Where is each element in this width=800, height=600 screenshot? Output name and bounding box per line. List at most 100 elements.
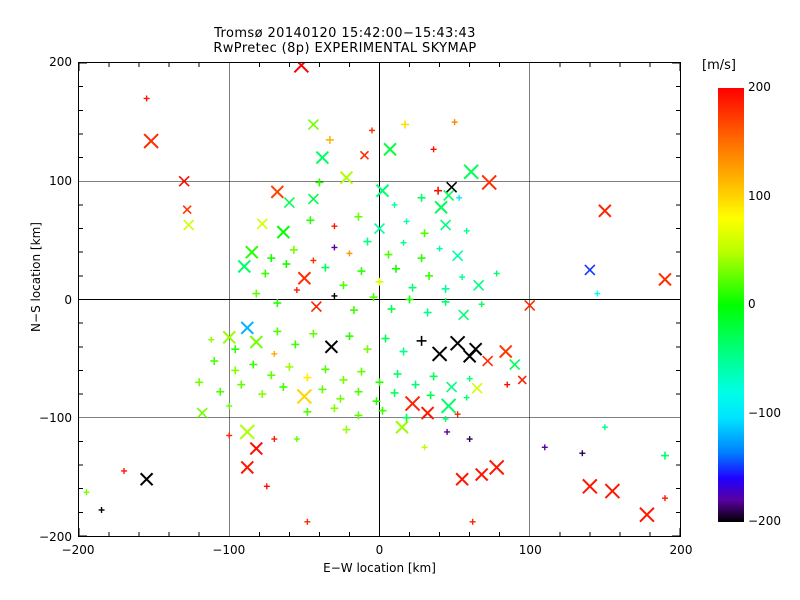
data-markers (83, 63, 672, 525)
colorbar-tick-label: 200 (748, 80, 771, 94)
data-point (283, 196, 295, 209)
data-point (239, 424, 255, 440)
data-point (195, 378, 204, 387)
colorbar-tick-label: 100 (748, 188, 771, 203)
x-tick-label: −200 (61, 543, 95, 557)
data-point (279, 383, 288, 391)
x-tick-label: −100 (212, 543, 246, 557)
y-tick-label: 0 (64, 292, 72, 307)
data-point (363, 237, 372, 246)
data-point (430, 146, 437, 153)
data-point (402, 413, 411, 422)
data-point (249, 360, 258, 369)
data-point (143, 133, 159, 149)
x-tick-label: 200 (669, 543, 693, 557)
data-point (318, 385, 327, 394)
data-point (331, 244, 338, 251)
data-point (420, 229, 429, 238)
data-point (375, 184, 390, 198)
data-point (661, 495, 668, 502)
data-point (267, 371, 276, 380)
data-point (222, 330, 236, 345)
data-point (444, 428, 451, 435)
title-line-2: RwPretec (8p) EXPERIMENTAL SKYMAP (213, 41, 477, 56)
data-point (452, 250, 464, 262)
data-point (478, 301, 485, 308)
data-point (378, 406, 387, 415)
data-point (403, 218, 410, 225)
data-point (417, 254, 426, 263)
data-point (303, 373, 312, 382)
data-point (359, 150, 370, 160)
data-point (354, 411, 363, 420)
data-point (240, 321, 254, 335)
data-point (271, 436, 278, 443)
data-point (208, 336, 215, 343)
data-point (339, 281, 348, 290)
data-point (504, 381, 511, 388)
data-point (210, 357, 219, 365)
data-point (321, 263, 330, 272)
data-point (303, 407, 312, 416)
data-point (392, 264, 401, 273)
data-point (594, 290, 601, 297)
data-point (442, 415, 449, 422)
data-point (451, 119, 458, 126)
data-point (375, 277, 384, 286)
gridlines (79, 63, 680, 536)
data-point (249, 441, 263, 456)
data-point (263, 483, 270, 490)
data-point (276, 225, 291, 239)
data-point (143, 95, 150, 102)
data-point (345, 332, 354, 341)
data-point (509, 358, 521, 371)
colorbar-title: [m/s] (702, 58, 736, 73)
colorbar-tick-label: −100 (748, 405, 781, 420)
data-point (252, 289, 261, 298)
data-point (216, 387, 225, 396)
data-point (357, 267, 366, 276)
data-point (493, 270, 500, 277)
data-point (604, 483, 621, 499)
data-point (178, 175, 190, 187)
data-point (183, 219, 195, 231)
data-point (285, 362, 294, 371)
data-point (449, 335, 466, 351)
y-tick-label: −200 (39, 530, 72, 544)
data-point (401, 120, 410, 129)
data-point (273, 327, 282, 336)
data-point (357, 367, 366, 376)
figure-title: Tromsø 20140120 15:42:00−15:43:43 RwPret… (0, 26, 690, 56)
data-point (601, 424, 608, 431)
data-point (375, 378, 384, 387)
data-point (349, 306, 358, 315)
data-point (261, 269, 270, 278)
data-point (455, 472, 469, 486)
data-point (363, 345, 372, 354)
data-point (426, 391, 435, 400)
data-point (429, 372, 438, 381)
data-point (431, 346, 448, 362)
colorbar-tick-label: 0 (748, 297, 756, 311)
data-point (339, 375, 348, 384)
data-point (416, 335, 427, 346)
data-point (336, 394, 345, 403)
data-point (408, 283, 417, 292)
data-point (579, 450, 586, 457)
data-point (325, 135, 334, 144)
data-point (423, 308, 432, 317)
data-point (315, 178, 324, 187)
data-point (304, 518, 311, 525)
data-point (256, 218, 268, 230)
data-point (330, 404, 339, 413)
data-point (342, 425, 351, 434)
data-point (436, 245, 443, 252)
data-point (387, 304, 396, 313)
data-point (249, 335, 263, 349)
data-point (291, 340, 300, 349)
y-axis-label: N−S location [km] (29, 222, 43, 332)
data-point (231, 345, 240, 354)
y-tick-label: 200 (49, 55, 72, 69)
data-point (463, 227, 470, 234)
data-point (524, 299, 536, 311)
